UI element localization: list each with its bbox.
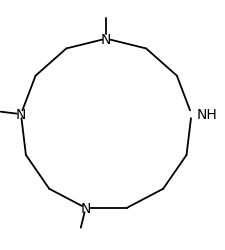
Text: NH: NH (196, 108, 217, 122)
Text: N: N (101, 32, 111, 46)
Text: N: N (16, 108, 26, 122)
Text: N: N (80, 201, 90, 215)
